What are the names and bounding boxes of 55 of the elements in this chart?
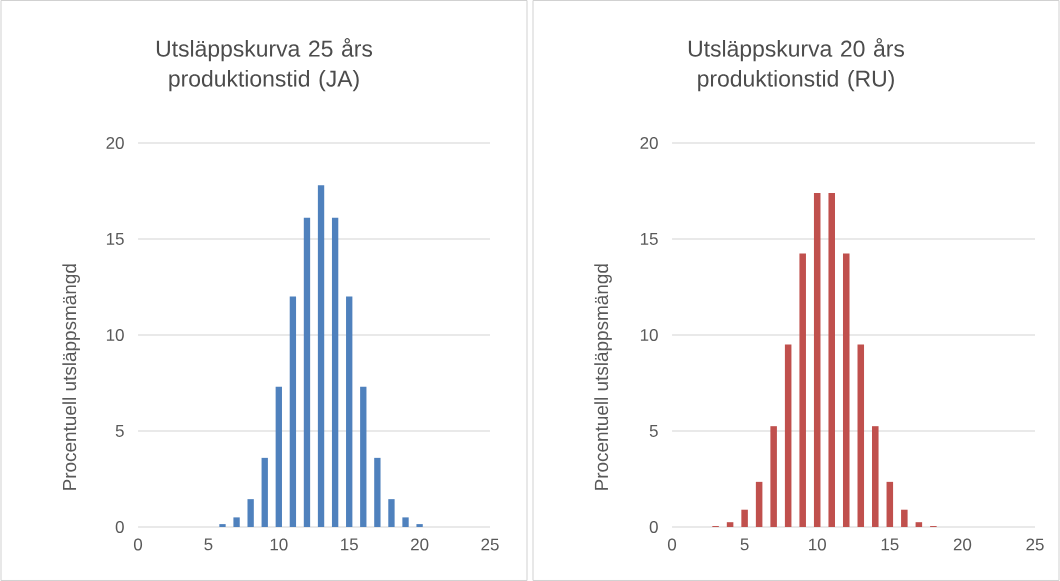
bar (726, 522, 734, 527)
bar (741, 509, 748, 527)
bar (901, 509, 908, 527)
bar (303, 217, 311, 527)
x-tick-label: 10 (270, 538, 288, 551)
bar (784, 344, 792, 527)
x-tick-label: 15 (881, 538, 899, 551)
bar (233, 517, 240, 527)
bar (388, 499, 395, 527)
bar (360, 386, 367, 527)
y-tick-label: 20 (106, 136, 124, 149)
bar (857, 344, 865, 527)
y-tick-label: 5 (649, 425, 658, 437)
y-axis-title: Procentuell utsläppsmängd (62, 264, 80, 490)
bar (374, 457, 381, 527)
x-tick-label: 25 (1026, 538, 1044, 551)
x-tick-label: 5 (204, 538, 213, 551)
bar (289, 296, 297, 527)
x-tick-label: 15 (341, 538, 358, 551)
bar (842, 253, 850, 527)
bar (247, 499, 254, 527)
x-tick-label: 20 (411, 538, 429, 551)
bar (317, 185, 325, 527)
y-tick-label: 10 (640, 328, 658, 341)
bar (261, 457, 268, 527)
x-tick-label: 25 (481, 538, 499, 551)
bar (770, 426, 777, 527)
y-tick-label: 0 (649, 520, 658, 533)
bar (755, 481, 763, 527)
y-tick-label: 20 (640, 136, 658, 149)
chart-title: Utsläppskurva 20 års produktionstid (RU) (688, 38, 905, 92)
bar (915, 522, 923, 527)
x-tick-label: 0 (667, 538, 677, 551)
bar (872, 426, 879, 527)
y-axis-title: Procentuell utsläppsmängd (594, 264, 612, 490)
bar (275, 386, 282, 527)
x-tick-label: 5 (740, 538, 749, 551)
y-tick-label: 15 (106, 233, 124, 245)
bar (813, 192, 821, 527)
y-tick-label: 15 (640, 233, 658, 245)
y-tick-label: 10 (106, 328, 124, 341)
x-tick-label: 0 (133, 538, 143, 551)
bar (331, 217, 339, 527)
bar (402, 517, 409, 527)
bar (828, 192, 835, 527)
y-tick-label: 5 (115, 425, 124, 437)
bar (219, 524, 226, 527)
bar (346, 296, 353, 527)
x-tick-label: 10 (809, 538, 826, 551)
x-tick-label: 20 (953, 538, 972, 551)
y-tick-label: 0 (115, 520, 124, 533)
chart-title: Utsläppskurva 25 års produktionstid (JA) (156, 38, 373, 92)
bar (886, 481, 894, 527)
bar (799, 253, 806, 527)
bar (416, 524, 423, 527)
